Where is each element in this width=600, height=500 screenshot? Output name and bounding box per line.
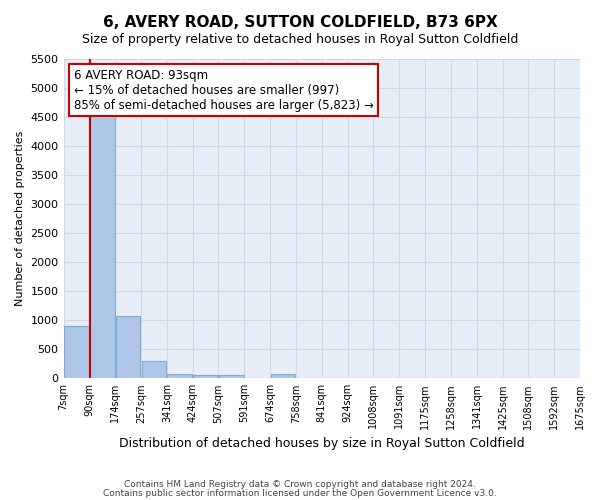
Bar [64, 326, 89, 378]
X-axis label: Distribution of detached houses by size in Royal Sutton Coldfield: Distribution of detached houses by size … [119, 437, 524, 450]
Text: Contains public sector information licensed under the Open Government Licence v3: Contains public sector information licen… [103, 488, 497, 498]
Bar [271, 374, 295, 378]
Text: Contains HM Land Registry data © Crown copyright and database right 2024.: Contains HM Land Registry data © Crown c… [124, 480, 476, 489]
Bar [219, 374, 244, 378]
Text: Size of property relative to detached houses in Royal Sutton Coldfield: Size of property relative to detached ho… [82, 32, 518, 46]
Bar [167, 374, 192, 378]
Y-axis label: Number of detached properties: Number of detached properties [15, 131, 25, 306]
Bar [142, 361, 166, 378]
Bar [116, 316, 140, 378]
Bar [193, 374, 218, 378]
Bar [90, 114, 115, 378]
Text: 6, AVERY ROAD, SUTTON COLDFIELD, B73 6PX: 6, AVERY ROAD, SUTTON COLDFIELD, B73 6PX [103, 15, 497, 30]
Text: 6 AVERY ROAD: 93sqm
← 15% of detached houses are smaller (997)
85% of semi-detac: 6 AVERY ROAD: 93sqm ← 15% of detached ho… [74, 68, 374, 112]
